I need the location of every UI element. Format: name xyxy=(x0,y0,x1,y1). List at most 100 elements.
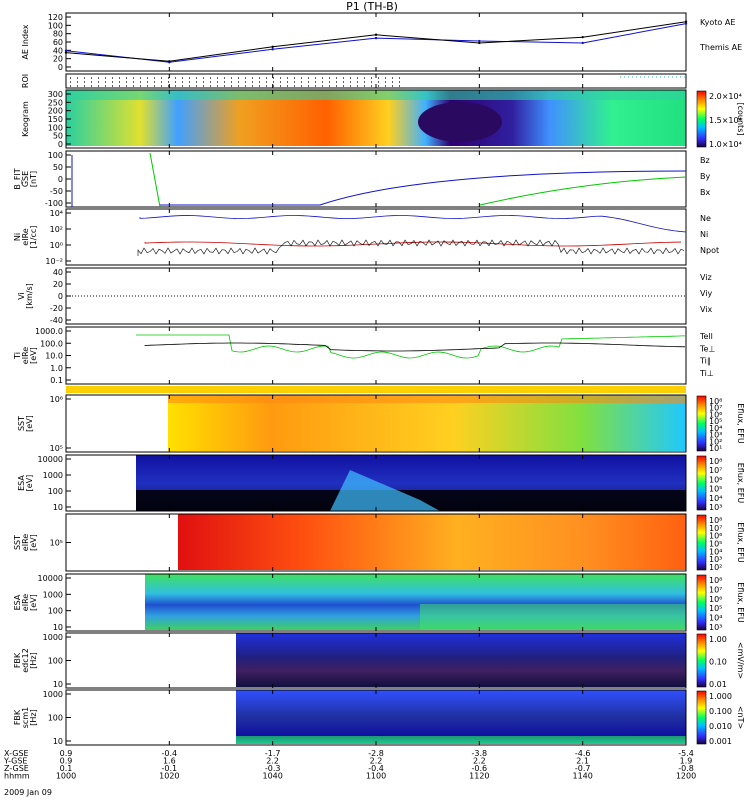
ae-series-0 xyxy=(65,23,687,63)
ae-point xyxy=(581,35,584,39)
keogram-colorbar-label: 1.5×10⁴ xyxy=(709,116,742,125)
esa1-colorbar-label: 10⁵ xyxy=(709,485,722,494)
ni-ylabel: [1/cc] xyxy=(29,226,38,249)
bfit-legend-Bz: Bz xyxy=(700,156,710,165)
fbk2-low-band xyxy=(236,736,686,744)
ae-point xyxy=(684,20,688,23)
vi-ytick-label: 40 xyxy=(53,268,63,277)
ni-npot-trace xyxy=(139,215,687,233)
ephem-value: -4.6 xyxy=(575,749,591,758)
esa2-ylabel: [eV] xyxy=(29,594,38,611)
keogram-top-band xyxy=(66,90,686,100)
keogram-ytick-label: 250 xyxy=(48,98,63,107)
ephem-value: 1100 xyxy=(366,772,386,781)
keogram-ytick-label: 300 xyxy=(48,90,63,99)
ni-ylabel: eIRe xyxy=(21,228,30,245)
ae-ytick-label: 100 xyxy=(48,21,63,30)
ephem-value: 2.2 xyxy=(266,757,279,766)
ephem-value: 1040 xyxy=(262,772,282,781)
ae-legend-Kyoto AE: Kyoto AE xyxy=(700,18,735,27)
bfit-ytick-label: -50 xyxy=(50,187,63,196)
ti-ytick-label: 0.1 xyxy=(50,376,63,385)
ephem-value: 1.9 xyxy=(680,757,693,766)
fbk1-colorbar-label: 1.00 xyxy=(709,635,727,644)
fbk2-ytick-label: 10 xyxy=(53,737,63,746)
ti-legend-Ti⊥: Ti⊥ xyxy=(699,369,714,378)
esa2-colorbar-label: 10⁴ xyxy=(709,614,722,623)
ephem-value: 2.1 xyxy=(576,757,589,766)
ephem-value: 2.2 xyxy=(473,757,486,766)
fbk2-ytick-label: 1000 xyxy=(43,690,63,699)
sst2-colorbar-label: 10⁸ xyxy=(709,516,722,525)
esa1-ytick-label: 100 xyxy=(48,487,63,496)
ti-legend-Ti∥: Ti∥ xyxy=(699,357,711,366)
ae-point xyxy=(684,22,688,25)
esa1-ylabel: [eV] xyxy=(25,475,34,492)
bfit-by-trace xyxy=(479,176,687,206)
keogram-ytick-label: 100 xyxy=(48,123,63,132)
sst1-colorbar-label: 10³ xyxy=(709,431,722,440)
esa2-ylabel: ESA xyxy=(13,594,22,610)
bfit-ylabel: GSE xyxy=(21,171,30,187)
bfit-ylabel: B_FIT xyxy=(13,168,22,189)
esa2-colorbar-label: 10⁶ xyxy=(709,595,722,604)
sst2-colorbar-title: Eflux, EFU xyxy=(736,522,745,563)
esa2-ytick-label: 100 xyxy=(48,607,63,616)
vi-legend-Viz: Viz xyxy=(700,273,712,282)
sst2-colorbar-label: 10⁵ xyxy=(709,540,722,549)
fbk2-ylabel: FBK xyxy=(13,709,22,725)
keogram-colorbar-label: 1.0×10⁴ xyxy=(709,140,742,149)
ephem-value: 0.9 xyxy=(60,757,73,766)
sst1-top-band xyxy=(168,395,686,403)
esa1-colorbar xyxy=(696,455,707,511)
ephem-value: 1120 xyxy=(469,772,489,781)
sst1-colorbar-label: 10⁶ xyxy=(709,410,722,419)
keogram-colorbar-title: [counts] xyxy=(736,103,745,136)
fbk1-ylabel: FBK xyxy=(13,652,22,668)
ni-legend-Ni: Ni xyxy=(700,230,708,239)
fbk1-image xyxy=(236,633,686,687)
bfit-ytick-label: 0 xyxy=(58,175,63,184)
fbk1-ytick-label: 100 xyxy=(48,657,63,666)
sst2-colorbar-label: 10² xyxy=(709,563,722,572)
ephem-value: -0.8 xyxy=(678,764,694,773)
ti-parallel-trace xyxy=(136,334,685,359)
ephem-value: -0.1 xyxy=(162,764,178,773)
ae-point xyxy=(271,45,274,49)
vi-ytick-label: -40 xyxy=(50,316,63,325)
fbk2-ylabel: scm1 xyxy=(21,707,30,728)
ae-point xyxy=(478,39,481,43)
sst1-colorbar-title: Eflux, EFU xyxy=(736,403,745,444)
keogram-colorbar xyxy=(696,90,707,148)
ti-ylabel: Ti xyxy=(13,352,22,360)
panel-frames xyxy=(65,12,687,746)
esa1-colorbar-label: 10³ xyxy=(709,503,722,512)
keogram-dark-region xyxy=(418,102,502,142)
fbk2-colorbar xyxy=(696,690,707,745)
ae-legend-Themis AE: Themis AE xyxy=(699,43,742,52)
ae-point xyxy=(168,60,171,63)
ephemeris-table: X-GSEY-GSEZ-GSEhhmm0.90.90.11000-0.41.6-… xyxy=(3,749,696,797)
sst2-colorbar-label: 10⁷ xyxy=(709,524,722,533)
sst2-colorbar-label: 10⁶ xyxy=(709,532,722,541)
ni-legend-Ne: Ne xyxy=(700,214,711,223)
esa1-ytick-label: 10000 xyxy=(38,455,63,464)
ephem-row-label: hhmm xyxy=(4,772,30,781)
esa2-ylabel: eIRe xyxy=(21,594,30,611)
esa1-feature xyxy=(330,470,440,511)
sst2-colorbar xyxy=(696,514,707,571)
ti-ylabel: [eV] xyxy=(29,347,38,364)
bfit-ytick-label: -100 xyxy=(45,199,63,208)
esa1-colorbar-label: 10⁴ xyxy=(709,494,722,503)
esa2-colorbar-title: Eflux, EFU xyxy=(736,582,745,623)
ti-legend-Te⊥: Te⊥ xyxy=(699,344,715,353)
sst2-colorbar-label: 10⁴ xyxy=(709,547,722,556)
sst1-colorbar-label: 10⁷ xyxy=(709,404,722,413)
ae-ytick-label: 20 xyxy=(53,55,63,64)
colorbars: 2.0×10⁴1.5×10⁴1.0×10⁴[counts]10⁸10⁷10⁶10… xyxy=(696,90,745,746)
ni-legend-Npot: Npot xyxy=(700,246,719,255)
ephem-row-label: Z-GSE xyxy=(4,764,29,773)
ae-point xyxy=(374,33,378,36)
ephem-value: 1200 xyxy=(676,772,696,781)
